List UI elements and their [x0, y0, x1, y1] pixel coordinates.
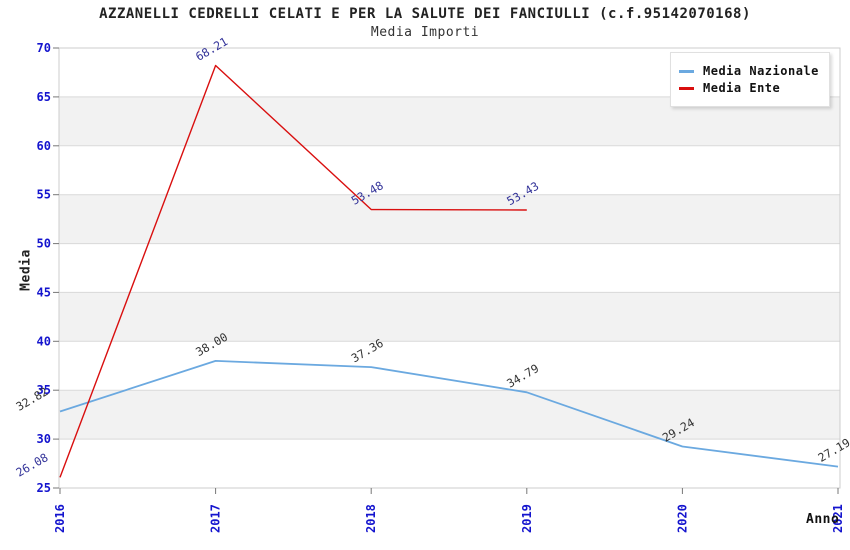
series-line-media-ente — [59, 64, 527, 478]
y-tick-label: 50 — [37, 237, 51, 251]
legend-label-media-nazionale: Media Nazionale — [703, 64, 819, 78]
legend-line-swatch-nazionale-icon — [679, 69, 694, 73]
legend-box: Media Nazionale Media Ente — [670, 52, 830, 107]
y-tick-label: 25 — [37, 481, 51, 495]
x-tick-label: 2019 — [520, 504, 534, 533]
legend-item-media-nazionale: Media Nazionale — [679, 63, 819, 79]
band-row — [59, 194, 840, 244]
y-tick-label: 40 — [37, 334, 51, 348]
y-tick-label: 30 — [37, 432, 51, 446]
x-tick-label: 2016 — [53, 504, 67, 533]
band-row — [59, 390, 840, 440]
y-tick-label: 35 — [37, 383, 51, 397]
legend-label-media-ente: Media Ente — [703, 81, 781, 95]
data-label-media-nazionale: 27.19 — [816, 435, 850, 464]
data-label-media-nazionale: 32.82 — [14, 384, 51, 413]
data-label-media-nazionale: 34.79 — [504, 361, 541, 390]
chart-subtitle: Media Importi — [370, 25, 480, 40]
series-line-media-nazionale — [59, 359, 839, 468]
data-label-media-ente: 26.08 — [14, 450, 51, 479]
plot-frame — [58, 47, 841, 489]
x-tick-label: 2021 — [831, 504, 845, 533]
band-row — [59, 292, 840, 342]
legend-line-swatch-ente-icon — [679, 86, 694, 90]
x-tick-label: 2017 — [209, 504, 223, 533]
legend-item-media-ente: Media Ente — [679, 80, 819, 96]
y-tick-label: 45 — [37, 285, 51, 299]
y-tick-label: 70 — [37, 41, 51, 55]
y-tick-label: 55 — [37, 188, 51, 202]
x-axis-title: Anno — [806, 512, 840, 527]
y-tick-label: 65 — [37, 90, 51, 104]
y-tick-label: 60 — [37, 139, 51, 153]
chart-title: AZZANELLI CEDRELLI CELATI E PER LA SALUT… — [99, 6, 751, 22]
x-tick-label: 2018 — [364, 504, 378, 533]
data-label-media-ente: 68.21 — [193, 34, 230, 63]
x-tick-label: 2020 — [675, 504, 689, 533]
